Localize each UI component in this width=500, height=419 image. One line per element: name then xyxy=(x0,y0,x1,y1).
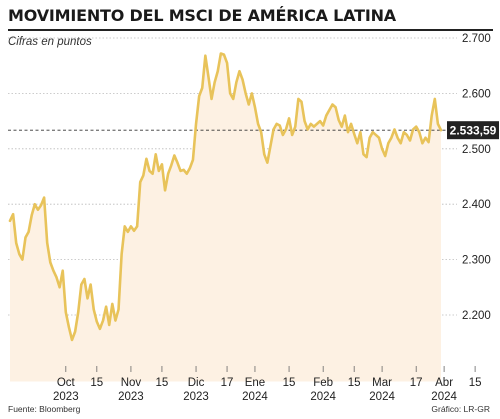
x-tick-label: 15 xyxy=(90,377,103,389)
chart-title: MOVIMIENTO DEL MSCI DE AMÉRICA LATINA xyxy=(8,6,396,25)
x-tick-label: 17 xyxy=(410,377,423,389)
last-value-layer: 2.533,59 xyxy=(447,121,499,140)
series-line xyxy=(8,52,443,342)
last-value-box xyxy=(447,121,499,140)
y-tick-label: 2.600 xyxy=(462,88,491,100)
area-layer xyxy=(10,53,441,382)
x-tick-year-label: 2023 xyxy=(118,391,144,403)
credit-note: Gráfico: LR-GR xyxy=(431,404,490,414)
x-tick-year-label: 2023 xyxy=(183,391,209,403)
series-area xyxy=(10,53,441,382)
x-tick-label: Feb xyxy=(313,377,333,389)
x-tick-label: Ene xyxy=(245,377,265,389)
chart-subtitle: Cifras en puntos xyxy=(8,36,92,48)
line-layer xyxy=(8,52,443,342)
x-tick-label: 15 xyxy=(156,377,169,389)
x-tick-year-label: 2024 xyxy=(242,391,268,403)
y-tick-label: 2.200 xyxy=(462,310,491,322)
x-tick-label: 17 xyxy=(221,377,234,389)
y-tick-label: 2.300 xyxy=(462,255,491,267)
x-tick-label: Oct xyxy=(57,377,76,389)
title-rule xyxy=(8,29,493,31)
x-tick-year-label: 2024 xyxy=(310,391,336,403)
x-tick-label: 15 xyxy=(469,377,482,389)
last-value-label: 2.533,59 xyxy=(450,124,497,138)
x-tick-label: Abr xyxy=(435,377,453,389)
x-tick-label: 15 xyxy=(283,377,296,389)
x-tick-label: Dic xyxy=(188,377,205,389)
x-tick-label: Mar xyxy=(372,377,392,389)
x-tick-label: 15 xyxy=(348,377,361,389)
x-tick-label: Nov xyxy=(121,377,142,389)
y-tick-label: 2.700 xyxy=(462,33,491,45)
x-tick-year-label: 2024 xyxy=(369,391,395,403)
title-block: MOVIMIENTO DEL MSCI DE AMÉRICA LATINA xyxy=(8,6,493,31)
y-tick-label: 2.400 xyxy=(462,199,491,211)
y-axis: 2.700 2.600 2.500 2.400 2.300 2.200 xyxy=(462,33,491,322)
x-tick-year-label: 2023 xyxy=(53,391,79,403)
y-tick-label: 2.500 xyxy=(462,144,491,156)
source-note: Fuente: Bloomberg xyxy=(8,404,81,414)
x-tick-year-label: 2024 xyxy=(431,391,457,403)
x-axis: Oct 2023 15 Nov 2023 15 Dic 2023 17 Ene 2024 15 Feb 2… xyxy=(53,366,482,403)
